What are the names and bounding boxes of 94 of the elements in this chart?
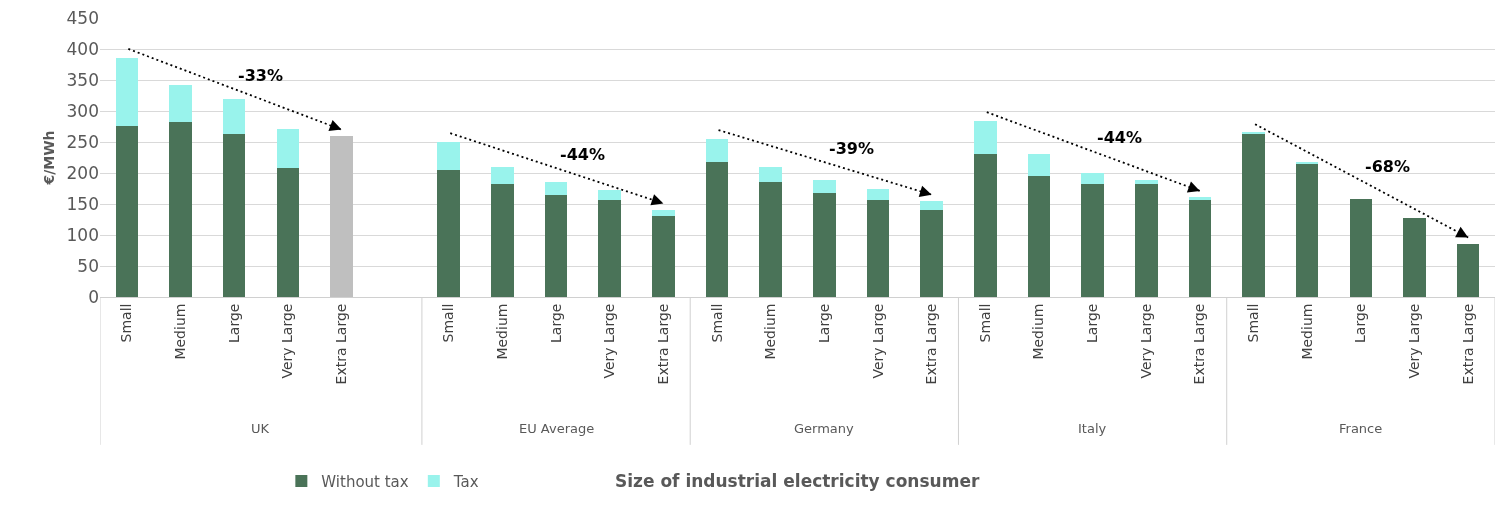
bar [705, 161, 729, 297]
text: Italy [1078, 421, 1107, 436]
bar [544, 181, 568, 195]
y-tick-label: 250 [66, 131, 99, 152]
bar [437, 142, 461, 170]
x-tick-label: Small [976, 303, 993, 343]
y-tick-label: 200 [66, 162, 99, 183]
x-tick-label: Extra Large [923, 303, 940, 385]
bar [330, 135, 353, 297]
x-tick-label: Small [118, 303, 135, 343]
bar [1295, 161, 1319, 164]
bar [169, 121, 192, 297]
text: Size of industrial electricity consumer [615, 471, 980, 491]
bar [1027, 176, 1051, 297]
y-tick-label: 450 [66, 7, 99, 28]
y-tick-label: 350 [66, 69, 99, 90]
bar [974, 154, 997, 297]
bar [491, 167, 514, 184]
bar [115, 125, 139, 297]
bar [276, 128, 300, 169]
bar [759, 167, 782, 183]
x-tick-label: Small [1245, 303, 1262, 343]
text: EU Average [519, 421, 595, 436]
x-tick-label: Small [440, 303, 457, 343]
x-tick-label: Very Large [1137, 303, 1154, 379]
bar [1349, 199, 1373, 297]
y-tick-label: 300 [66, 100, 99, 121]
bar [115, 57, 139, 126]
annotation: -68% [1365, 157, 1410, 176]
bar [866, 200, 890, 297]
y-tick-label: 400 [66, 38, 99, 59]
x-tick-label: Large [815, 303, 832, 343]
bar [652, 209, 675, 217]
x-tick-label: Very Large [601, 303, 618, 379]
bar [1403, 218, 1426, 297]
bar [920, 210, 943, 297]
x-tick-label: Medium [762, 303, 779, 360]
bar [1242, 133, 1265, 297]
bar [1027, 153, 1051, 177]
bar [491, 183, 514, 297]
bar [652, 216, 675, 297]
annotation: -44% [560, 145, 605, 164]
x-tick-label: Medium [493, 303, 510, 360]
x-tick-label: Large [1084, 303, 1101, 343]
bar [1081, 183, 1104, 297]
bar [866, 189, 890, 201]
y-tick-label: 0 [88, 286, 99, 307]
x-tick-label: Very Large [279, 303, 296, 379]
annotation: -44% [1097, 128, 1142, 147]
bar [169, 84, 192, 122]
y-axis-title: €/MWh [41, 130, 58, 186]
bar [759, 182, 782, 297]
x-tick-label: Very Large [1406, 303, 1423, 379]
x-tick-label: Medium [1298, 303, 1315, 360]
x-tick-label: Extra Large [1191, 303, 1208, 385]
x-tick-label: Extra Large [1459, 303, 1476, 385]
bar [598, 190, 621, 200]
bar [222, 99, 246, 134]
annotation: -39% [829, 139, 874, 158]
bar [222, 133, 246, 297]
bar [544, 194, 568, 297]
bar [813, 192, 836, 297]
x-tick-label: Medium [172, 303, 189, 360]
bar [276, 168, 300, 297]
bar [598, 199, 621, 297]
bar [1081, 173, 1104, 184]
x-tick-label: Small [708, 303, 725, 343]
text: France [1339, 421, 1383, 436]
text: UK [251, 421, 270, 436]
y-tick-label: 100 [66, 224, 99, 245]
bar [1188, 199, 1212, 297]
legend-label: Without tax [321, 472, 409, 491]
bar [437, 169, 461, 297]
bar [1456, 243, 1480, 297]
x-tick-label: Very Large [869, 303, 886, 379]
y-tick-label: 50 [77, 255, 99, 276]
bar [1134, 180, 1158, 185]
bar [705, 138, 729, 162]
bar [1188, 197, 1212, 200]
x-tick-label: Large [1352, 303, 1369, 343]
legend-label: Tax [452, 472, 479, 491]
x-tick-label: Extra Large [332, 303, 349, 385]
bar [813, 179, 836, 193]
bar [920, 200, 943, 211]
annotation: -33% [238, 66, 283, 85]
x-tick-label: Large [547, 303, 564, 343]
bar [1134, 184, 1158, 297]
x-tick-label: Extra Large [654, 303, 671, 385]
x-tick-label: Medium [1030, 303, 1047, 360]
bar [1295, 163, 1319, 297]
bar [974, 120, 997, 155]
y-tick-label: 150 [66, 193, 99, 214]
text: Germany [794, 421, 855, 436]
x-tick-label: Large [225, 303, 242, 343]
